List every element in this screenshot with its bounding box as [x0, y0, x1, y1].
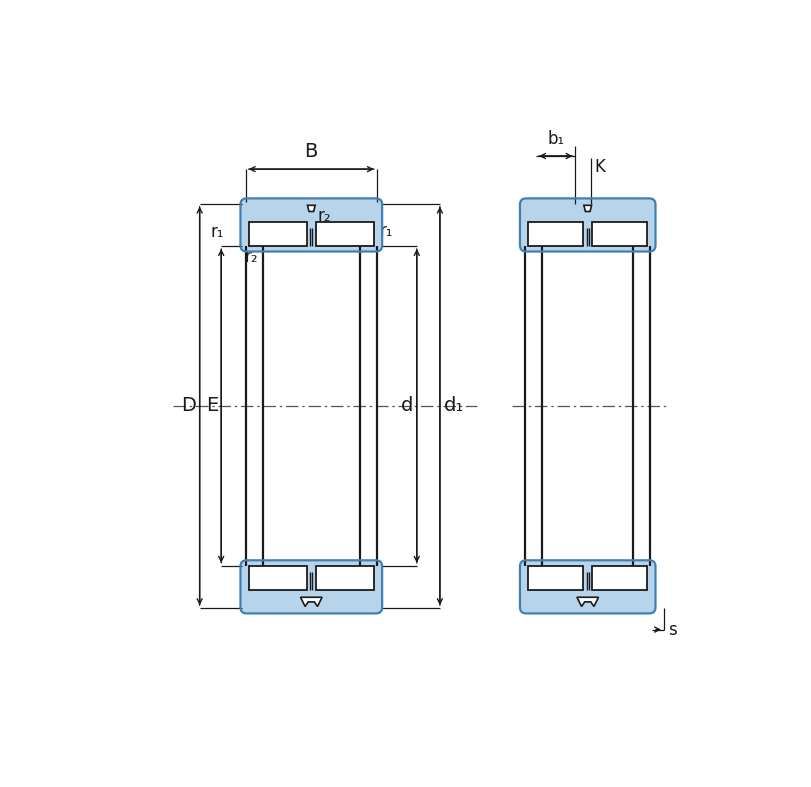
Text: r₂: r₂ [317, 207, 331, 225]
Text: b₁: b₁ [547, 131, 564, 148]
FancyBboxPatch shape [241, 560, 382, 613]
FancyBboxPatch shape [241, 198, 382, 252]
Bar [249, 222, 307, 246]
Bar [316, 222, 374, 246]
Polygon shape [307, 205, 315, 212]
Text: K: K [594, 158, 606, 176]
Polygon shape [584, 205, 591, 212]
Bar [529, 566, 583, 590]
Text: r₁: r₁ [380, 222, 393, 240]
FancyBboxPatch shape [520, 560, 655, 613]
Text: s: s [667, 621, 676, 638]
Text: d: d [401, 397, 414, 416]
Bar [592, 222, 647, 246]
Text: D: D [182, 397, 196, 416]
Polygon shape [577, 597, 599, 607]
Text: E: E [206, 397, 218, 416]
FancyBboxPatch shape [520, 198, 655, 252]
Text: d₁: d₁ [444, 397, 464, 416]
Bar [592, 566, 647, 590]
Text: r₂: r₂ [244, 248, 258, 266]
Bar [529, 222, 583, 246]
Text: r₁: r₁ [211, 224, 225, 242]
Text: B: B [305, 142, 318, 161]
Bar [249, 566, 307, 590]
Bar [316, 566, 374, 590]
Polygon shape [301, 597, 322, 607]
